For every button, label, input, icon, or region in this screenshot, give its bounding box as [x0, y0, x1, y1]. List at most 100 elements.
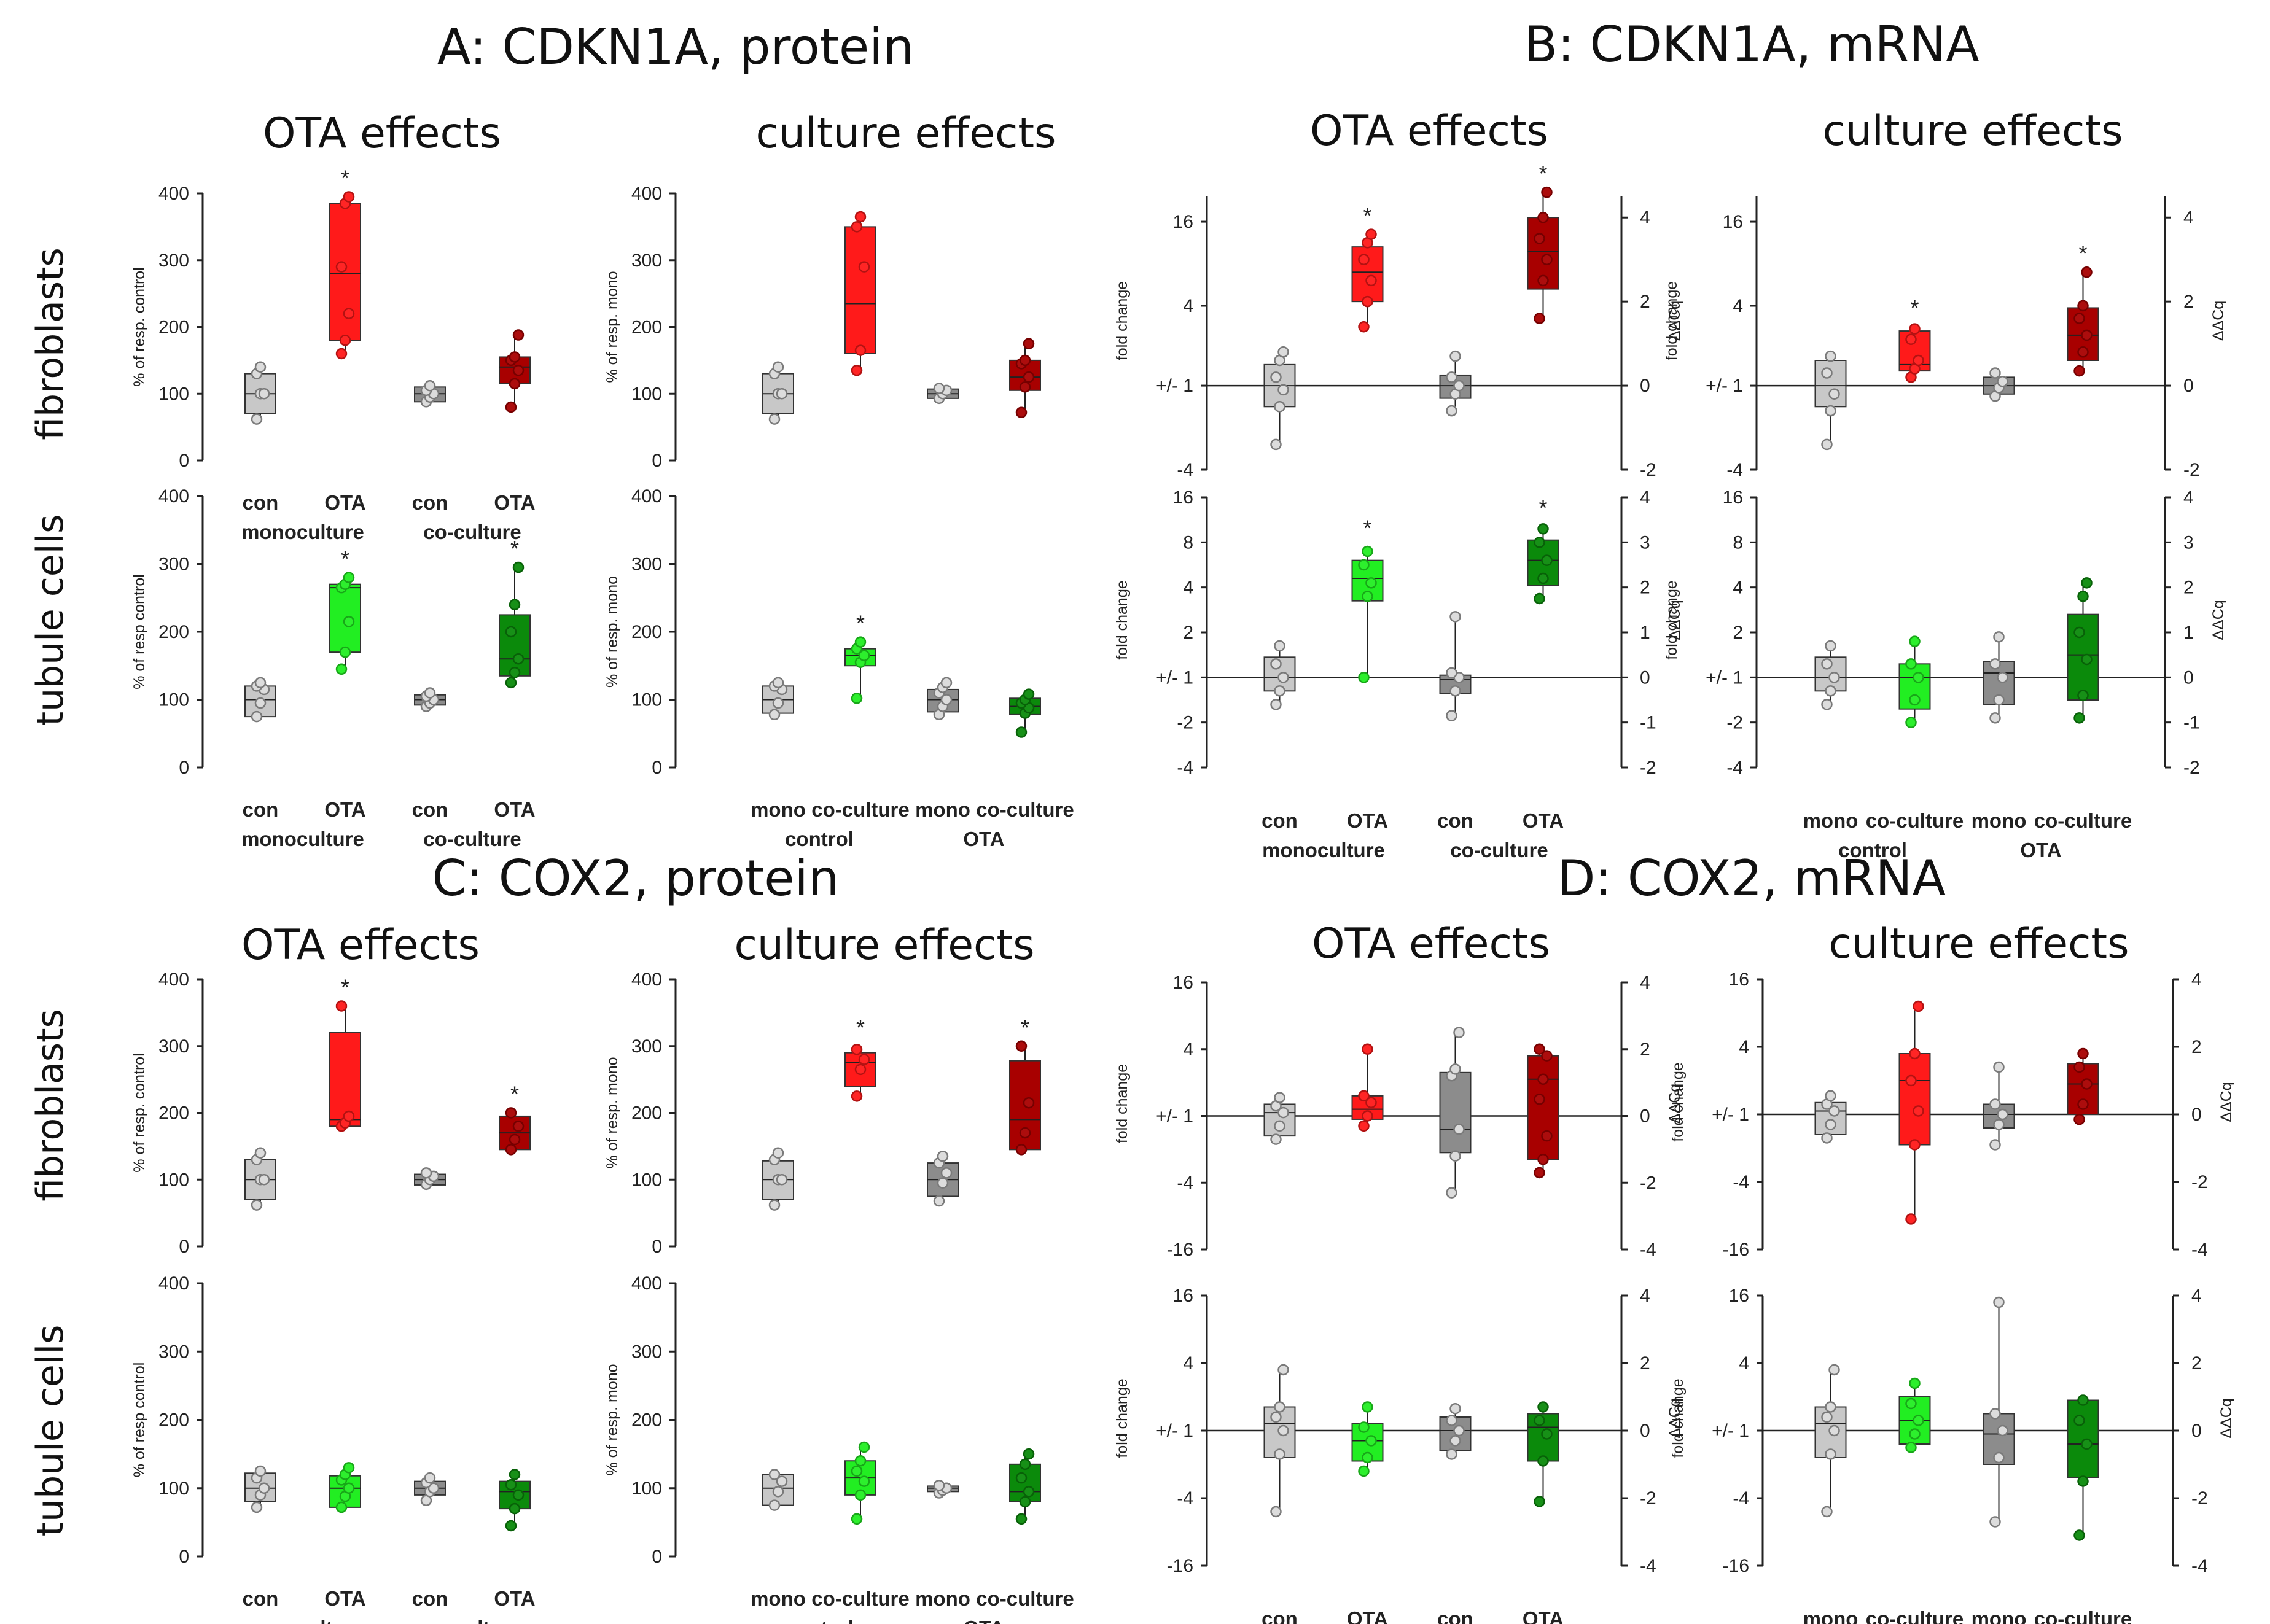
panel-c-subtitle-ota: OTA effects [241, 921, 480, 969]
panel-b-subtitle-ota: OTA effects [1310, 107, 1548, 155]
data-point [1451, 612, 1461, 621]
data-point [1451, 1436, 1461, 1446]
significance-star: * [2078, 241, 2087, 266]
data-point [1830, 389, 1839, 399]
y-tick-label: 200 [631, 1103, 662, 1124]
data-point [510, 352, 520, 362]
significance-star: * [510, 1082, 519, 1107]
data-point [1447, 668, 1457, 678]
data-point [337, 1001, 346, 1011]
y-tick-label: 300 [158, 554, 189, 575]
y-tick-label: 400 [158, 486, 189, 507]
data-point [1539, 524, 1548, 534]
data-point [1910, 695, 1920, 705]
data-point [1910, 1140, 1920, 1150]
data-point [852, 693, 862, 703]
y2-tick-label: 0 [2191, 1421, 2202, 1441]
data-point [337, 262, 346, 272]
box-2: * [330, 975, 361, 1132]
data-point [1359, 672, 1369, 682]
y-tick-label: 2 [1733, 623, 1743, 643]
data-point [938, 1151, 948, 1161]
y2-tick-label: 4 [1640, 488, 1650, 508]
data-point [1016, 1473, 1026, 1483]
box-1 [1816, 641, 1846, 709]
significance-star: * [1539, 161, 1547, 186]
y-tick-label: -2 [1177, 713, 1193, 733]
data-point [510, 1504, 520, 1513]
data-point [1539, 1402, 1548, 1412]
x-category-label: mono [915, 798, 970, 821]
data-point [1906, 718, 1916, 728]
data-point [510, 1135, 520, 1144]
data-point [852, 1044, 862, 1054]
box-3 [927, 678, 958, 720]
x-category-label: co-culture [1866, 1607, 1964, 1624]
y-tick-label: -4 [1726, 460, 1743, 480]
box-4 [2068, 1396, 2099, 1540]
x-category-label: OTA [324, 1587, 365, 1610]
data-point [1539, 276, 1548, 286]
data-point [1991, 1100, 2000, 1109]
y-axis-label: % of resp. mono [604, 576, 621, 688]
significance-star: * [341, 165, 349, 190]
data-point [777, 1175, 787, 1184]
y-tick-label: 300 [158, 1342, 189, 1362]
box-4 [2068, 578, 2099, 723]
data-point [1991, 659, 2000, 669]
data-point [1359, 1423, 1369, 1432]
x-group-label: OTA [2020, 839, 2061, 861]
box-1 [763, 1148, 794, 1210]
data-point [1906, 1399, 1916, 1408]
data-point [1020, 382, 1030, 392]
y-tick-label: 100 [631, 1170, 662, 1190]
data-point [1279, 385, 1289, 395]
panel-b-subtitle-culture: culture effects [1822, 107, 2123, 155]
y2-axis-label: ΔΔCq [2218, 1398, 2235, 1438]
x-category-label: mono [915, 1587, 970, 1610]
data-point [513, 562, 523, 572]
x-category-label: OTA [324, 491, 365, 514]
box-4 [1010, 1449, 1040, 1524]
data-point [1906, 1076, 1916, 1086]
box-4 [499, 1470, 530, 1531]
data-point [1271, 372, 1281, 382]
x-category-label: OTA [1347, 1607, 1388, 1624]
data-point [1822, 440, 1832, 449]
data-point [1447, 1416, 1457, 1426]
chart-d-15: -16-4+/- 1416-4-2024fold change ΔΔCqmono c… [1669, 1286, 2235, 1624]
data-point [337, 664, 346, 674]
figure-canvas: A: CDKN1A, protein B: CDKN1A, mRNA C: CO… [0, 0, 2270, 1624]
significance-star: * [341, 975, 349, 1000]
box-2 [1900, 1378, 1930, 1453]
x-category-label: mono [751, 798, 806, 821]
x-group-label: control [1838, 839, 1907, 861]
x-category-label: OTA [1347, 809, 1388, 832]
y-tick-label: -16 [1167, 1240, 1193, 1260]
y2-tick-label: 4 [2183, 208, 2194, 228]
data-point [1542, 1131, 1552, 1141]
y-tick-label: 400 [631, 969, 662, 990]
data-point [1991, 1140, 2000, 1150]
data-point [510, 379, 520, 389]
panel-c-subtitle-culture: culture effects [734, 921, 1034, 969]
y2-tick-label: 0 [1640, 1106, 1650, 1127]
box-3 [1440, 612, 1471, 720]
panel-c-title: C: COX2, protein [432, 850, 840, 907]
y2-tick-label: 0 [2191, 1105, 2202, 1125]
y-tick-label: 16 [1173, 1286, 1193, 1306]
x-category-label: OTA [494, 491, 535, 514]
x-group-label: monoculture [241, 828, 364, 850]
box-3 [927, 1480, 958, 1498]
data-point [1367, 276, 1376, 286]
data-point [1535, 1168, 1545, 1178]
significance-star: * [510, 536, 519, 561]
y2-tick-label: -4 [1640, 1556, 1656, 1576]
y-axis-label: fold change [1669, 1062, 1687, 1141]
box-4 [1010, 690, 1040, 737]
y-tick-label: +/- 1 [1156, 1106, 1193, 1127]
panel-d-subtitle-culture: culture effects [1828, 920, 2129, 968]
box-3 [927, 1151, 958, 1206]
y-axis-label: % of resp control [131, 1362, 148, 1478]
